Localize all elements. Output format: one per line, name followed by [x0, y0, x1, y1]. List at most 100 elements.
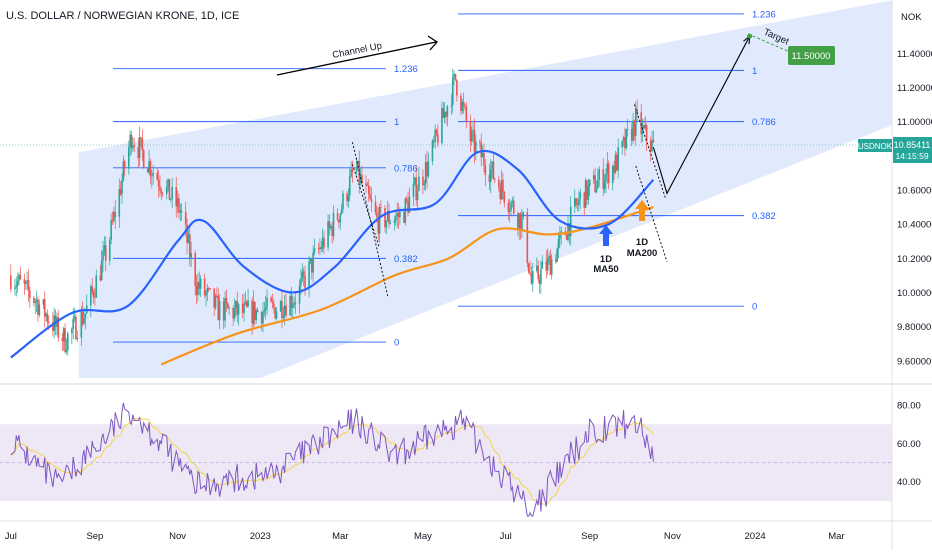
candle-body [90, 286, 92, 306]
candle-body [18, 274, 20, 282]
candle-body [197, 281, 199, 295]
candle-body [616, 155, 618, 171]
candle-body [408, 196, 411, 213]
candle-body [587, 185, 590, 200]
candle-body [327, 221, 329, 248]
candle-body [606, 163, 609, 174]
time-tick-label: Mar [332, 531, 348, 542]
candle-body [378, 207, 381, 234]
candle-body [16, 281, 19, 286]
fib-level-label: 1.236 [752, 9, 776, 20]
candle-body [111, 220, 114, 222]
candle-body [218, 301, 221, 321]
candle-body [26, 280, 28, 282]
fib-level-label: 0.382 [752, 211, 776, 222]
candle-body [309, 258, 312, 262]
candle-body [71, 328, 73, 334]
candle-body [483, 152, 485, 166]
candle-body [141, 138, 144, 151]
candle-body [602, 168, 605, 189]
time-tick-label: Sep [86, 531, 103, 542]
candle-body [188, 234, 191, 258]
candle-body [104, 245, 107, 261]
candle-body [170, 199, 172, 200]
candle-body [529, 272, 531, 274]
candle-body [531, 270, 534, 284]
candle-body [37, 299, 39, 316]
candle-body [395, 216, 397, 221]
candle-body [206, 288, 209, 293]
candle-body [339, 213, 342, 223]
candle-body [159, 186, 161, 191]
candle-body [511, 200, 514, 203]
candle-body [290, 295, 293, 308]
ma200-arrow-icon [635, 200, 649, 221]
candle-body [469, 121, 472, 142]
candle-body [416, 190, 419, 201]
candle-body [222, 301, 225, 321]
candle-body [274, 307, 276, 319]
wedge-dashed-line [352, 164, 381, 249]
candle-body [518, 213, 521, 229]
candle-body [388, 210, 390, 224]
candle-body [312, 252, 314, 273]
fib-level-label: 1.236 [394, 64, 418, 75]
candle-body [123, 161, 126, 169]
candle-body [517, 213, 519, 229]
target-price-text: 11.50000 [792, 51, 831, 62]
candle-body [271, 301, 274, 304]
candle-body [550, 259, 553, 275]
candle-body [214, 295, 217, 308]
candle-body [526, 212, 529, 264]
candle-body [121, 179, 123, 195]
channel-up-band [78, 0, 892, 378]
candle-body [565, 234, 568, 240]
ma200-callout: 1D MA200 [627, 200, 657, 259]
candle-body [321, 237, 324, 249]
candle-body [45, 313, 47, 317]
candle-body [592, 175, 595, 180]
candle-body [33, 297, 35, 303]
candle-body [442, 108, 445, 118]
ma200-line [160, 206, 654, 366]
candle-body [579, 192, 582, 199]
candle-body [491, 161, 493, 170]
candle-body [540, 268, 542, 284]
candle-body [138, 137, 141, 158]
candle-body [464, 105, 466, 108]
candle-body [54, 315, 57, 327]
candle-body [313, 248, 316, 253]
candle-body [498, 179, 500, 188]
candle-body [260, 311, 263, 324]
candle-body [235, 300, 237, 309]
candle-body [453, 73, 455, 77]
candle-body [133, 145, 136, 147]
candle-body [350, 169, 352, 177]
candle-body [275, 311, 278, 319]
candle-body [27, 280, 30, 291]
candle-body [252, 301, 255, 324]
candle-body [492, 161, 495, 179]
candle-body [594, 175, 596, 193]
candle-body [578, 198, 580, 206]
candle-body [300, 278, 302, 286]
candle-body [24, 281, 27, 284]
candle-body [99, 275, 102, 281]
candle-body [445, 111, 447, 117]
candle-body [302, 271, 305, 276]
price-tick-label: 9.80000 [897, 322, 931, 333]
candle-body [597, 179, 599, 189]
candle-body [380, 207, 382, 208]
time-tick-label: Jul [5, 531, 17, 542]
candle-body [237, 304, 240, 315]
candle-body [29, 290, 31, 298]
candle-body [114, 211, 117, 217]
candle-body [624, 137, 626, 149]
candle-body [443, 111, 446, 118]
time-axis[interactable]: Jul Sep Nov 2023 Mar May Jul Sep Nov 2024 Mar [5, 531, 845, 542]
candle-body [213, 288, 215, 308]
last-price-badge[interactable]: USDNOK 10.85411 14:15:59 [0, 137, 932, 163]
candle-body [374, 201, 377, 213]
candle-body [384, 207, 386, 228]
